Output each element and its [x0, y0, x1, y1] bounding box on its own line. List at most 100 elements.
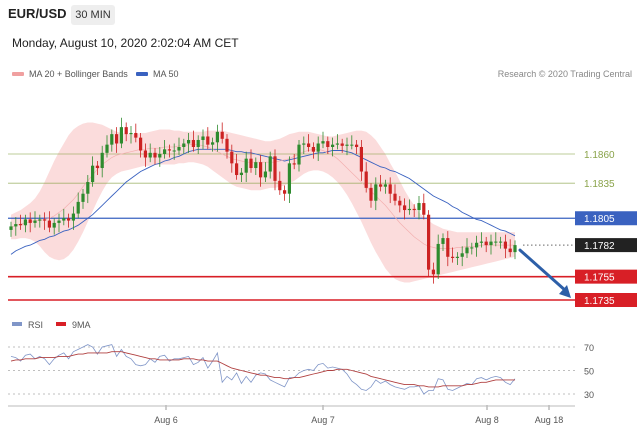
candle-body: [95, 165, 99, 169]
candle-body: [374, 184, 378, 201]
candle-body: [167, 149, 171, 151]
candle-body: [9, 226, 13, 230]
candle-body: [105, 144, 109, 153]
candle-body: [499, 241, 503, 243]
timeframe-badge[interactable]: 30 MIN: [71, 5, 115, 25]
candle-body: [182, 143, 186, 147]
candle-body: [139, 137, 143, 151]
candle-body: [451, 256, 455, 258]
ma9-legend-swatch: [56, 322, 66, 326]
candle-body: [278, 180, 282, 191]
candle-body: [119, 127, 123, 144]
candle-body: [345, 144, 349, 146]
candle-body: [14, 224, 18, 227]
resistance-label: 1.1860: [584, 150, 615, 161]
candle-body: [211, 142, 215, 145]
rsi-line: [10, 344, 516, 395]
candle-body: [124, 127, 128, 135]
candle-body: [215, 131, 219, 143]
candle-body: [158, 154, 162, 158]
candle-body: [33, 220, 37, 223]
candle-body: [383, 184, 387, 187]
candle-body: [177, 146, 181, 151]
candle-body: [254, 162, 258, 169]
candle-body: [23, 219, 27, 226]
timestamp: Monday, August 10, 2020 2:02:04 AM CET: [12, 36, 239, 50]
candle-body: [57, 220, 61, 223]
candle-body: [340, 143, 344, 146]
pivot-level-box: [575, 211, 637, 226]
candle-body: [494, 241, 498, 243]
candle-body: [134, 132, 138, 138]
candle-body: [220, 131, 224, 139]
osc-y-tick-label: 50: [584, 367, 594, 377]
candle-body: [292, 163, 296, 165]
candle-body: [38, 219, 42, 221]
candle-body: [62, 218, 66, 221]
candle-body: [249, 158, 253, 169]
candle-body: [446, 238, 450, 257]
support-level-label: 1.1755: [584, 273, 615, 284]
candle-body: [388, 184, 392, 194]
candle-body: [244, 158, 248, 173]
candle-body: [273, 156, 277, 181]
candle-body: [196, 139, 200, 147]
candle-body: [100, 152, 104, 169]
support-level-label: 1.1735: [584, 296, 615, 307]
candle-body: [311, 146, 315, 152]
candle-body: [302, 143, 306, 145]
candle-body: [475, 242, 479, 248]
candle-body: [335, 143, 339, 145]
candle-body: [436, 243, 440, 275]
ma50-label: MA 50: [153, 69, 179, 79]
last-price-box: [575, 238, 637, 253]
x-tick-label: Aug 6: [154, 415, 178, 425]
candle-body: [455, 256, 459, 258]
x-tick-label: Aug 7: [311, 415, 335, 425]
candle-body: [321, 141, 325, 144]
candle-body: [503, 241, 507, 249]
candle-body: [479, 241, 483, 243]
candle-body: [403, 205, 407, 211]
candle-body: [359, 146, 363, 172]
candle-body: [225, 138, 229, 152]
ma20-swatch: [12, 72, 24, 76]
candle-body: [326, 141, 330, 147]
candle-body: [191, 139, 195, 147]
candle-body: [398, 200, 402, 206]
candle-body: [412, 208, 416, 211]
candle-body: [350, 144, 354, 146]
candle-body: [187, 139, 191, 144]
candle-body: [153, 152, 157, 158]
x-tick-label: Aug 18: [535, 415, 564, 425]
legend-ma50: MA 50: [136, 69, 179, 79]
chart-header: EUR/USD 30 MIN: [0, 0, 640, 30]
candle-body: [28, 219, 32, 223]
rsi-legend-swatch: [12, 322, 22, 326]
candle-body: [297, 144, 301, 165]
candle-body: [460, 253, 464, 257]
candle-body: [129, 132, 133, 135]
forecast-arrow-shaft: [518, 248, 568, 293]
candle-body: [470, 247, 474, 249]
candle-body: [239, 172, 243, 176]
rsi-legend-label: RSI: [28, 320, 43, 330]
research-credit: Research © 2020 Trading Central: [497, 69, 632, 79]
candle-body: [86, 182, 90, 194]
candle-body: [393, 193, 397, 201]
candle-body: [76, 201, 80, 214]
candle-body: [67, 218, 71, 221]
instrument-title: EUR/USD: [8, 6, 67, 21]
candle-body: [201, 136, 205, 140]
candle-body: [307, 143, 311, 147]
candle-body: [52, 222, 56, 228]
candle-body: [91, 165, 95, 183]
candle-body: [172, 150, 176, 152]
candle-body: [513, 245, 517, 253]
candle-body: [407, 208, 411, 211]
osc-y-tick-label: 70: [584, 343, 594, 353]
candle-body: [115, 134, 119, 144]
candle-body: [364, 171, 368, 188]
ma20-line: [10, 144, 515, 249]
